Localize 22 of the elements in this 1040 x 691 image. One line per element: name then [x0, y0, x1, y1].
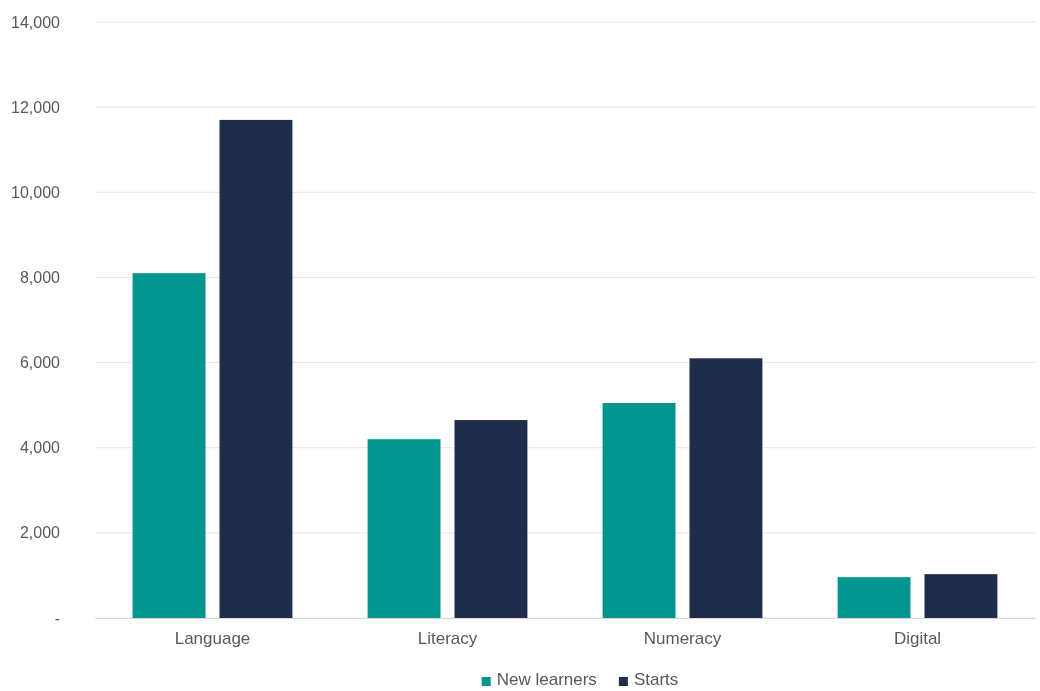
y-tick-label: 10,000	[11, 183, 61, 201]
y-tick-label: 12,000	[11, 98, 61, 116]
bar	[367, 439, 441, 618]
bar	[454, 420, 528, 618]
x-tick-label: Language	[174, 629, 251, 649]
bar	[924, 574, 998, 618]
legend-label: Starts	[633, 670, 679, 689]
bar	[132, 273, 206, 618]
bar	[689, 358, 763, 618]
bar	[602, 403, 676, 618]
y-tick-label: 8,000	[19, 269, 61, 287]
y-tick-label: 4,000	[19, 439, 61, 457]
bar	[837, 577, 911, 618]
x-tick-label: Numeracy	[643, 629, 722, 649]
bar	[219, 119, 293, 618]
x-tick-label: Literacy	[417, 629, 478, 649]
y-tick-label: 6,000	[19, 354, 61, 372]
y-tick-label: 2,000	[19, 524, 61, 542]
y-tick-label: 14,000	[11, 13, 61, 31]
y-tick-label: -	[54, 609, 60, 627]
legend-label: New learners	[496, 670, 597, 689]
x-tick-label: Digital	[893, 629, 942, 649]
